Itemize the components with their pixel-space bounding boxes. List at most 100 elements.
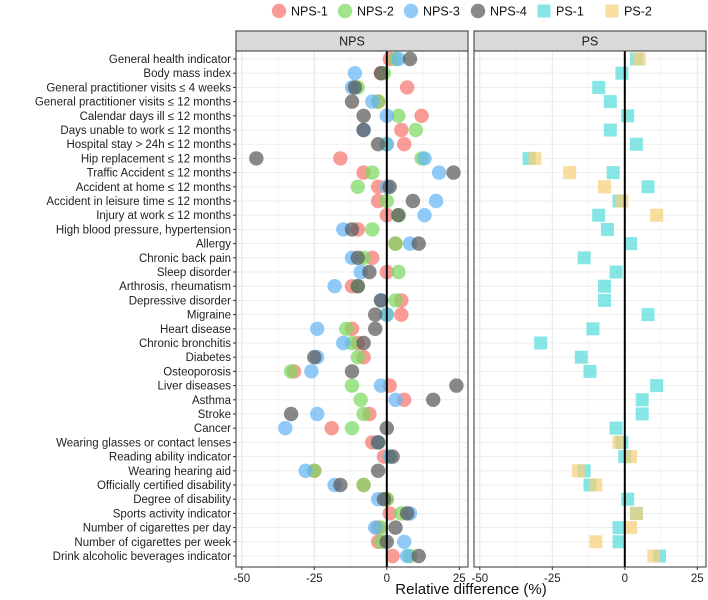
point-nps-2-sleep-disorder bbox=[391, 264, 406, 280]
point-ps-1-stroke bbox=[635, 407, 649, 421]
point-nps-1-hip-replacement-12-months bbox=[333, 151, 348, 166]
point-nps-2-traffic-accident-12-months bbox=[365, 165, 380, 180]
category-label-chronic-bronchitis: Chronic bronchitis bbox=[139, 338, 231, 350]
point-ps-2-hip-replacement-12-months bbox=[528, 151, 542, 165]
category-label-drink-alcoholic-beverages-indicator: Drink alcoholic beverages indicator bbox=[53, 551, 232, 563]
panel-title-ps: PS bbox=[582, 35, 599, 49]
point-nps-4-osteoporosis bbox=[344, 364, 360, 379]
point-ps-1-chronic-bronchitis bbox=[534, 336, 548, 350]
point-ps-1-degree-of-disability bbox=[621, 492, 635, 506]
point-nps-2-stroke bbox=[356, 406, 371, 422]
legend-label-nps-1: NPS-1 bbox=[291, 5, 328, 19]
category-label-arthrosis-rheumatism: Arthrosis, rheumatism bbox=[119, 281, 231, 293]
point-nps-4-accident-in-leisure-time-12-months bbox=[405, 193, 421, 209]
point-nps-4-degree-of-disability bbox=[376, 492, 392, 507]
point-nps-3-general-practitioner-visits-12-months bbox=[365, 94, 380, 109]
point-nps-4-days-unable-to-work-12-months bbox=[356, 122, 371, 138]
point-ps-2-number-of-cigarettes-per-day bbox=[624, 521, 638, 535]
point-nps-2-liver-diseases bbox=[344, 378, 360, 393]
point-nps-3-body-mass-index bbox=[347, 66, 363, 81]
legend-label-nps-2: NPS-2 bbox=[357, 5, 394, 19]
point-nps-2-diabetes bbox=[350, 350, 365, 365]
point-nps-2-osteoporosis bbox=[283, 364, 299, 379]
legend-label-nps-3: NPS-3 bbox=[423, 5, 460, 19]
category-label-hospital-stay-24h-12-months: Hospital stay > 24h ≤ 12 months bbox=[66, 139, 231, 151]
category-label-wearing-hearing-aid: Wearing hearing aid bbox=[128, 466, 231, 478]
point-nps-4-diabetes bbox=[307, 350, 322, 365]
category-label-migraine: Migraine bbox=[187, 310, 231, 322]
point-nps-4-chronic-bronchitis bbox=[356, 335, 371, 351]
point-ps-2-accident-at-home-12-months bbox=[598, 180, 611, 194]
point-ps-1-diabetes bbox=[574, 350, 588, 364]
point-ps-2-traffic-accident-12-months bbox=[563, 166, 577, 180]
point-nps-3-liver-diseases bbox=[373, 378, 389, 393]
y-axis-labels: General health indicator Body mass index G… bbox=[35, 54, 236, 563]
x-axis-nps: -50 -25 0 25 bbox=[233, 567, 466, 585]
legend-item-nps-2: NPS-2 bbox=[337, 3, 394, 19]
category-label-calendar-days-ill-12-months: Calendar days ill ≤ 12 months bbox=[80, 111, 232, 123]
category-label-cancer: Cancer bbox=[194, 423, 231, 435]
x-tick-label: 0 bbox=[384, 573, 390, 585]
category-label-accident-at-home-12-months: Accident at home ≤ 12 months bbox=[76, 182, 232, 194]
legend-label-nps-4: NPS-4 bbox=[490, 5, 527, 19]
category-label-degree-of-disability: Degree of disability bbox=[133, 494, 231, 506]
x-tick-label: 25 bbox=[691, 573, 704, 585]
point-nps-3-accident-in-leisure-time-12-months bbox=[428, 193, 444, 209]
point-ps-1-general-practitioner-visits-12-months bbox=[603, 95, 617, 109]
legend-key-nps-1 bbox=[271, 3, 287, 19]
point-nps-4-general-health-indicator bbox=[402, 51, 418, 67]
point-ps-1-high-blood-pressure-hypertension bbox=[600, 222, 614, 236]
x-tick-label: 25 bbox=[453, 573, 466, 585]
category-label-number-of-cigarettes-per-day: Number of cigarettes per day bbox=[83, 523, 232, 535]
point-nps-1-migraine bbox=[394, 307, 409, 322]
point-nps-4-body-mass-index bbox=[373, 66, 389, 81]
point-nps-4-general-practitioner-visits-4-weeks bbox=[347, 80, 363, 95]
category-label-wearing-glasses-or-contact-lenses: Wearing glasses or contact lenses bbox=[56, 437, 231, 449]
category-label-days-unable-to-work-12-months: Days unable to work ≤ 12 months bbox=[60, 125, 231, 137]
point-nps-4-traffic-accident-12-months bbox=[446, 165, 461, 180]
category-label-body-mass-index: Body mass index bbox=[143, 68, 231, 80]
category-label-chronic-back-pain: Chronic back pain bbox=[139, 253, 231, 265]
point-nps-4-arthrosis-rheumatism bbox=[350, 279, 365, 294]
category-label-asthma: Asthma bbox=[192, 395, 232, 407]
point-nps-3-osteoporosis bbox=[304, 364, 319, 379]
point-ps-1-calendar-days-ill-12-months bbox=[621, 109, 635, 123]
point-nps-3-heart-disease bbox=[310, 321, 325, 336]
point-ps-1-liver-diseases bbox=[650, 379, 664, 393]
point-nps-3-wearing-hearing-aid bbox=[298, 463, 313, 478]
point-ps-2-accident-in-leisure-time-12-months bbox=[615, 194, 629, 208]
point-nps-2-accident-at-home-12-months bbox=[350, 179, 365, 194]
point-nps-1-drink-alcoholic-beverages-indicator bbox=[385, 548, 400, 564]
category-label-number-of-cigarettes-per-week: Number of cigarettes per week bbox=[74, 537, 231, 549]
panel-title-nps: NPS bbox=[339, 35, 365, 49]
category-label-high-blood-pressure-hypertension: High blood pressure, hypertension bbox=[56, 224, 231, 236]
point-ps-1-hospital-stay-24h-12-months bbox=[629, 137, 643, 151]
legend-key-nps-2 bbox=[337, 3, 353, 19]
x-axis-title: Relative difference (%) bbox=[395, 581, 546, 598]
point-nps-1-calendar-days-ill-12-months bbox=[414, 108, 429, 124]
point-nps-3-arthrosis-rheumatism bbox=[327, 279, 342, 294]
category-label-officially-certified-disability: Officially certified disability bbox=[97, 480, 231, 492]
category-label-heart-disease: Heart disease bbox=[160, 324, 231, 336]
point-nps-4-drink-alcoholic-beverages-indicator bbox=[411, 548, 426, 564]
category-label-hip-replacement-12-months: Hip replacement ≤ 12 months bbox=[81, 153, 231, 165]
x-tick-label: -25 bbox=[306, 573, 323, 585]
legend-item-ps-1: PS-1 bbox=[537, 4, 584, 19]
point-ps-2-general-health-indicator bbox=[632, 52, 646, 66]
point-ps-1-asthma bbox=[635, 393, 649, 407]
point-ps-1-cancer bbox=[609, 421, 623, 435]
category-label-injury-at-work-12-months: Injury at work ≤ 12 months bbox=[96, 210, 231, 222]
point-nps-4-hip-replacement-12-months bbox=[249, 151, 264, 166]
legend-key-ps-1 bbox=[537, 4, 551, 18]
category-label-depressive-disorder: Depressive disorder bbox=[129, 295, 231, 307]
point-nps-4-high-blood-pressure-hypertension bbox=[344, 222, 360, 237]
point-ps-1-days-unable-to-work-12-months bbox=[603, 123, 617, 137]
point-ps-1-accident-at-home-12-months bbox=[641, 180, 655, 194]
legend-key-ps-2 bbox=[605, 4, 619, 18]
point-nps-3-asthma bbox=[388, 392, 403, 407]
point-ps-1-traffic-accident-12-months bbox=[606, 166, 620, 180]
point-ps-1-osteoporosis bbox=[583, 364, 597, 378]
point-ps-1-chronic-back-pain bbox=[577, 251, 591, 265]
point-nps-3-traffic-accident-12-months bbox=[431, 165, 447, 180]
point-nps-1-hospital-stay-24h-12-months bbox=[397, 137, 412, 152]
